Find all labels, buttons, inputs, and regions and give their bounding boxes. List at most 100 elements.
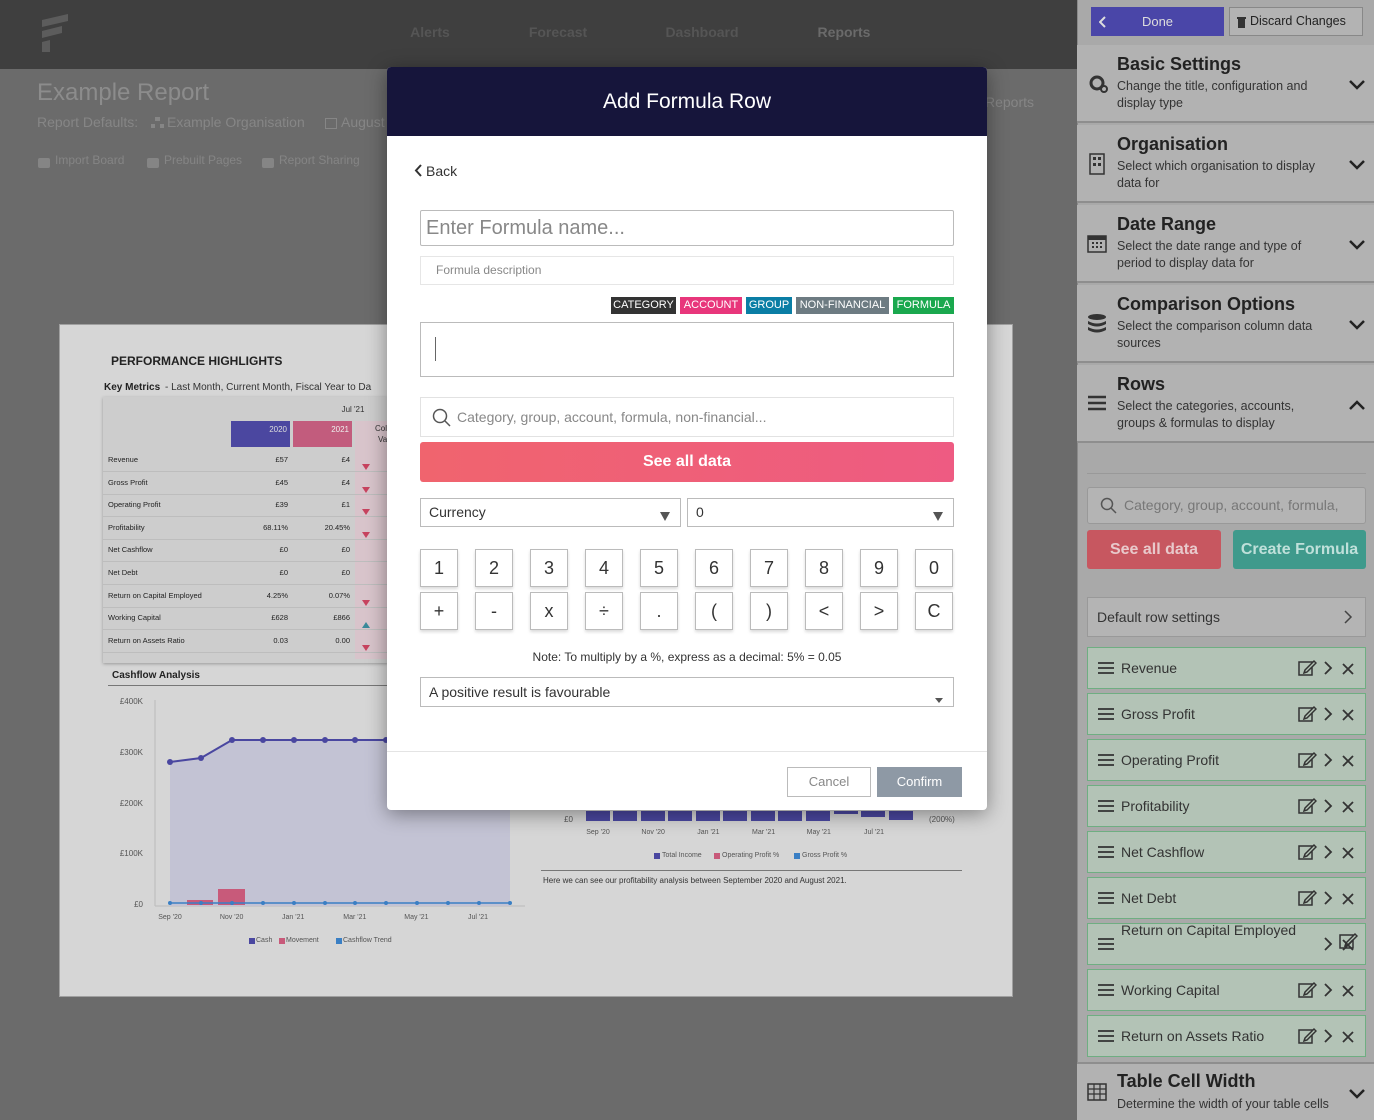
type-tag: NON-FINANCIAL bbox=[796, 297, 889, 314]
keypad-key[interactable]: 5 bbox=[640, 549, 678, 587]
x-tick-label: Mar '21 bbox=[343, 914, 367, 921]
keypad-key[interactable]: 6 bbox=[695, 549, 733, 587]
select-arrow bbox=[933, 508, 943, 521]
page-heading: PERFORMANCE HIGHLIGHTS bbox=[111, 354, 283, 368]
tool-icon-svg bbox=[147, 158, 159, 168]
section-title[interactable]: Table Cell Width bbox=[1117, 1071, 1256, 1091]
top-nav bbox=[0, 0, 1077, 69]
keypad-key[interactable]: . bbox=[640, 592, 678, 630]
row-item[interactable] bbox=[1087, 1015, 1366, 1057]
edit-icon bbox=[1298, 797, 1318, 815]
create-formula-button[interactable]: Create Formula bbox=[1233, 530, 1366, 569]
keypad-key[interactable]: C bbox=[915, 592, 953, 630]
chevron bbox=[1343, 610, 1353, 624]
keypad-key[interactable]: 0 bbox=[915, 549, 953, 587]
keypad-key[interactable]: ÷ bbox=[585, 592, 623, 630]
settings-section[interactable] bbox=[1077, 285, 1374, 363]
tool-link[interactable]: Prebuilt Pages bbox=[164, 153, 243, 167]
cashflow-rule bbox=[108, 685, 388, 686]
organisation[interactable]: Example Organisation bbox=[167, 114, 305, 130]
default-row-settings[interactable]: Default row settings bbox=[1087, 597, 1366, 637]
tool-link[interactable]: Import Board bbox=[55, 153, 125, 167]
row-label: Return on Capital Employed bbox=[1121, 922, 1297, 938]
org-icon-svg bbox=[151, 117, 164, 128]
section-title[interactable]: Basic Settings bbox=[1117, 54, 1242, 74]
row-divider bbox=[103, 561, 388, 563]
settings-section[interactable] bbox=[1077, 1062, 1374, 1120]
keypad-key[interactable]: 3 bbox=[530, 549, 568, 587]
keypad-key[interactable]: + bbox=[420, 592, 458, 630]
section-chevron bbox=[1348, 158, 1366, 170]
row-item[interactable] bbox=[1087, 831, 1366, 873]
section-title[interactable]: Organisation bbox=[1117, 134, 1229, 154]
settings-section[interactable] bbox=[1077, 45, 1374, 123]
decimals-select[interactable]: 0 bbox=[687, 498, 954, 527]
row-name: Net Cashflow bbox=[108, 545, 153, 555]
reports-link[interactable]: Reports bbox=[985, 94, 1035, 110]
keypad-key[interactable]: 7 bbox=[750, 549, 788, 587]
trend-arrow bbox=[362, 457, 370, 470]
nav-item[interactable]: Reports bbox=[817, 24, 871, 40]
date[interactable]: August bbox=[341, 114, 385, 130]
keypad-key[interactable]: 9 bbox=[860, 549, 898, 587]
nav-item[interactable]: Alerts bbox=[410, 24, 450, 40]
section-title[interactable]: Rows bbox=[1117, 374, 1166, 394]
done-button[interactable]: Done bbox=[1091, 7, 1224, 36]
keypad-key[interactable]: ) bbox=[750, 592, 788, 630]
nav-item[interactable]: Forecast bbox=[528, 24, 588, 40]
confirm-button[interactable]: Confirm bbox=[877, 767, 962, 797]
see-all-button[interactable]: See all data bbox=[1087, 530, 1221, 569]
row-chevron-svg bbox=[1324, 845, 1333, 859]
discard-button[interactable]: Discard Changes bbox=[1229, 7, 1363, 36]
col-head: Col bbox=[375, 424, 388, 433]
drag-handle bbox=[1098, 983, 1114, 997]
section-icon-svg bbox=[1089, 153, 1105, 175]
keypad-key[interactable]: 2 bbox=[475, 549, 513, 587]
row-name: Net Debt bbox=[108, 568, 138, 577]
tool-link[interactable]: Report Sharing bbox=[279, 153, 360, 167]
back-link[interactable]: Back bbox=[426, 163, 458, 179]
select-arrow-svg bbox=[935, 698, 943, 703]
description-input[interactable]: Formula description bbox=[420, 256, 954, 285]
keypad-key[interactable]: 1 bbox=[420, 549, 458, 587]
edit-icon-svg bbox=[1298, 705, 1318, 722]
see-all-button[interactable]: See all data bbox=[420, 442, 954, 482]
sidebar-search[interactable]: Category, group, account, formula, bbox=[1087, 487, 1366, 524]
formula-input[interactable] bbox=[420, 322, 954, 377]
profit-rule bbox=[541, 870, 962, 871]
keypad-key[interactable]: 8 bbox=[805, 549, 843, 587]
keypad-key[interactable]: x bbox=[530, 592, 568, 630]
col-head: 2020 bbox=[269, 425, 287, 434]
keypad-key[interactable]: 4 bbox=[585, 549, 623, 587]
keypad-key[interactable]: ( bbox=[695, 592, 733, 630]
row-item[interactable] bbox=[1087, 969, 1366, 1011]
row-chevron-svg bbox=[1324, 661, 1333, 675]
row-item[interactable] bbox=[1087, 923, 1366, 965]
section-title[interactable]: Comparison Options bbox=[1117, 294, 1296, 314]
y-tick-label: £300K bbox=[119, 747, 143, 757]
settings-section[interactable] bbox=[1077, 365, 1374, 443]
section-title[interactable]: Date Range bbox=[1117, 214, 1217, 234]
remove-icon-svg bbox=[1342, 893, 1354, 905]
keypad-key[interactable]: > bbox=[860, 592, 898, 630]
keypad-key[interactable]: < bbox=[805, 592, 843, 630]
settings-section[interactable] bbox=[1077, 205, 1374, 283]
row-item[interactable] bbox=[1087, 785, 1366, 827]
favourability-select[interactable]: A positive result is favourable bbox=[420, 677, 954, 707]
name-input[interactable]: Enter Formula name... bbox=[420, 210, 954, 246]
row-item[interactable] bbox=[1087, 877, 1366, 919]
format-select[interactable]: Currency bbox=[420, 498, 681, 527]
section-chevron-svg bbox=[1349, 320, 1365, 330]
cancel-button[interactable]: Cancel bbox=[787, 767, 871, 797]
table-period: Jul '21 bbox=[341, 405, 365, 414]
settings-section[interactable] bbox=[1077, 125, 1374, 203]
nav-item[interactable]: Dashboard bbox=[665, 24, 739, 40]
modal-search[interactable]: Category, group, account, formula, non-f… bbox=[420, 397, 954, 437]
keypad-key[interactable]: - bbox=[475, 592, 513, 630]
row-item[interactable] bbox=[1087, 693, 1366, 735]
row-item[interactable] bbox=[1087, 739, 1366, 781]
row-2020: £0 bbox=[279, 545, 288, 555]
section-icon bbox=[1087, 153, 1109, 175]
row-item[interactable] bbox=[1087, 647, 1366, 689]
